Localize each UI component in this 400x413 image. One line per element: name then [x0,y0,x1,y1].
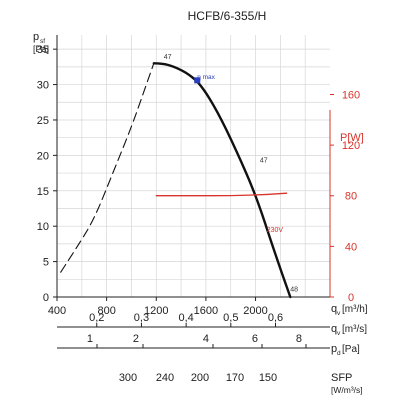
scale-tick-label: 300 [119,372,137,384]
y2-tick-label: 0 [348,292,354,304]
y2-tick-label: 40 [345,241,357,253]
y-axis-label: p [33,31,39,43]
pressure-curve-unstable [60,62,155,273]
x-axis-unit: [m³/h] [342,304,368,315]
curve-annotations: 47 η max 47 230V 48 [164,54,298,293]
x-tick-label: 1200 [144,305,168,317]
y-tick-label: 20 [37,150,49,162]
secondary-scales: 0,2 0,3 0,4 0,5 0,6 1 2 4 6 8 300 240 200 170 150 [57,312,330,384]
scale-label: p [331,343,337,355]
scale-tick-label: 0,5 [223,312,238,324]
scale-tick-label: 1 [87,333,93,345]
scale-label-sub: d [337,350,341,357]
data-series [60,62,292,299]
scale-tick-label: 0,3 [134,312,149,324]
curve-annotation: η max [197,74,215,81]
pressure-curve [152,62,292,299]
curve-annotation: 47 [260,157,268,164]
scale-tick-label: 4 [203,333,209,345]
scale-unit: [W/m³/s] [331,385,363,395]
scale-label: q [331,323,337,335]
curve-annotation: 47 [164,54,172,61]
y-tick-label: 0 [43,292,49,304]
eta-max-marker [194,77,201,84]
scale-tick-label: 170 [226,372,244,384]
curve-annotation: 48 [290,286,298,293]
scale-tick-label: 6 [252,333,258,345]
power-curve [155,192,288,197]
y-tick-label: 15 [37,186,49,198]
plot-axes [56,35,331,298]
scale-tick-label: 8 [296,333,302,345]
x-axis-label: q [331,303,337,315]
x-tick-label: 400 [48,305,66,317]
y-tick-label: 10 [37,221,49,233]
y-tick-label: 35 [37,44,49,56]
y2-tick-label: 120 [342,140,360,152]
axis-ticks: 0 5 10 15 20 25 30 35 0 40 80 120 160 400 800 1200 1600 2… [37,44,360,317]
y-tick-label: 30 [37,80,49,92]
x-tick-label: 2000 [243,305,267,317]
scale-tick-label: 0,2 [89,312,104,324]
axis-labels: p sf[Pa]P[W]q v [m³/h]q v [m³/s]p d [Pa]SFP[W/m… [33,31,368,395]
chart-title: HCFB/6-355/H [188,9,267,23]
y-axis-label-sub: sf [40,38,45,45]
curve-annotation: 230V [267,227,284,234]
x-axis-label-sub: v [337,310,341,317]
scale-label: SFP [331,372,352,384]
y-tick-label: 5 [43,257,49,269]
y-axis-unit: [Pa] [33,44,49,54]
y-tick-label: 25 [37,115,49,127]
x-tick-label: 800 [97,305,115,317]
scale-tick-label: 0,6 [268,312,283,324]
scale-tick-label: 150 [259,372,277,384]
y2-tick-label: 80 [345,191,357,203]
scale-unit: [Pa] [342,344,360,355]
scale-tick-label: 0,4 [178,312,193,324]
scale-unit: [m³/s] [342,324,367,335]
scale-tick-label: 200 [191,372,209,384]
plot-grid [57,35,330,297]
y2-tick-label: 160 [342,89,360,101]
scale-label-sub: v [337,330,341,337]
scale-tick-label: 2 [133,333,139,345]
scale-tick-label: 240 [156,372,174,384]
x-tick-label: 1600 [194,305,218,317]
y2-axis-label: P[W] [340,132,364,144]
